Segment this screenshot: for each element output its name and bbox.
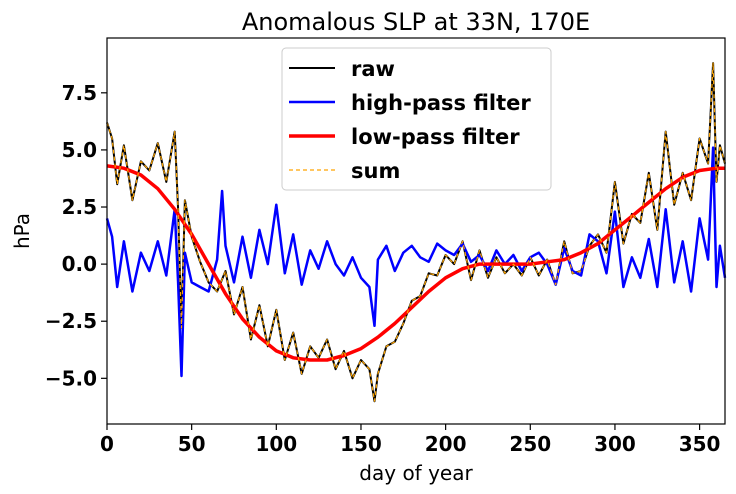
x-tick-label: 0 — [100, 432, 114, 456]
legend-label-sum: sum — [351, 159, 400, 183]
x-axis: 0 50 100 150 200 250 300 350 — [100, 424, 720, 456]
x-tick-label: 250 — [509, 432, 551, 456]
x-tick-label: 50 — [178, 432, 206, 456]
x-tick-label: 100 — [255, 432, 297, 456]
x-tick-label: 200 — [425, 432, 467, 456]
x-tick-label: 150 — [340, 432, 382, 456]
y-tick-label: 0.0 — [62, 252, 97, 276]
y-tick-label: −5.0 — [45, 366, 97, 390]
y-axis: −5.0 −2.5 0.0 2.5 5.0 7.5 — [45, 81, 107, 390]
y-axis-label: hPa — [10, 213, 34, 249]
legend-box — [281, 47, 552, 191]
legend-label-high-pass: high-pass filter — [351, 91, 531, 115]
x-axis-label: day of year — [359, 461, 473, 485]
series-line-high-pass — [105, 146, 727, 378]
series-line-low-pass — [106, 164, 725, 362]
y-tick-label: 7.5 — [62, 81, 97, 105]
y-tick-label: −2.5 — [45, 309, 97, 333]
y-tick-label: 2.5 — [62, 195, 97, 219]
legend-label-raw: raw — [351, 57, 395, 81]
plot-layer — [105, 62, 727, 403]
x-tick-label: 350 — [679, 432, 721, 456]
y-tick-label: 5.0 — [62, 138, 97, 162]
legend-label-low-pass: low-pass filter — [351, 125, 520, 149]
legend: raw high-pass filter low-pass filter sum — [281, 47, 552, 191]
x-tick-label: 300 — [594, 432, 636, 456]
chart-title: Anomalous SLP at 33N, 170E — [242, 8, 590, 36]
series-line-sum — [106, 62, 726, 402]
plot-frame — [106, 37, 726, 425]
